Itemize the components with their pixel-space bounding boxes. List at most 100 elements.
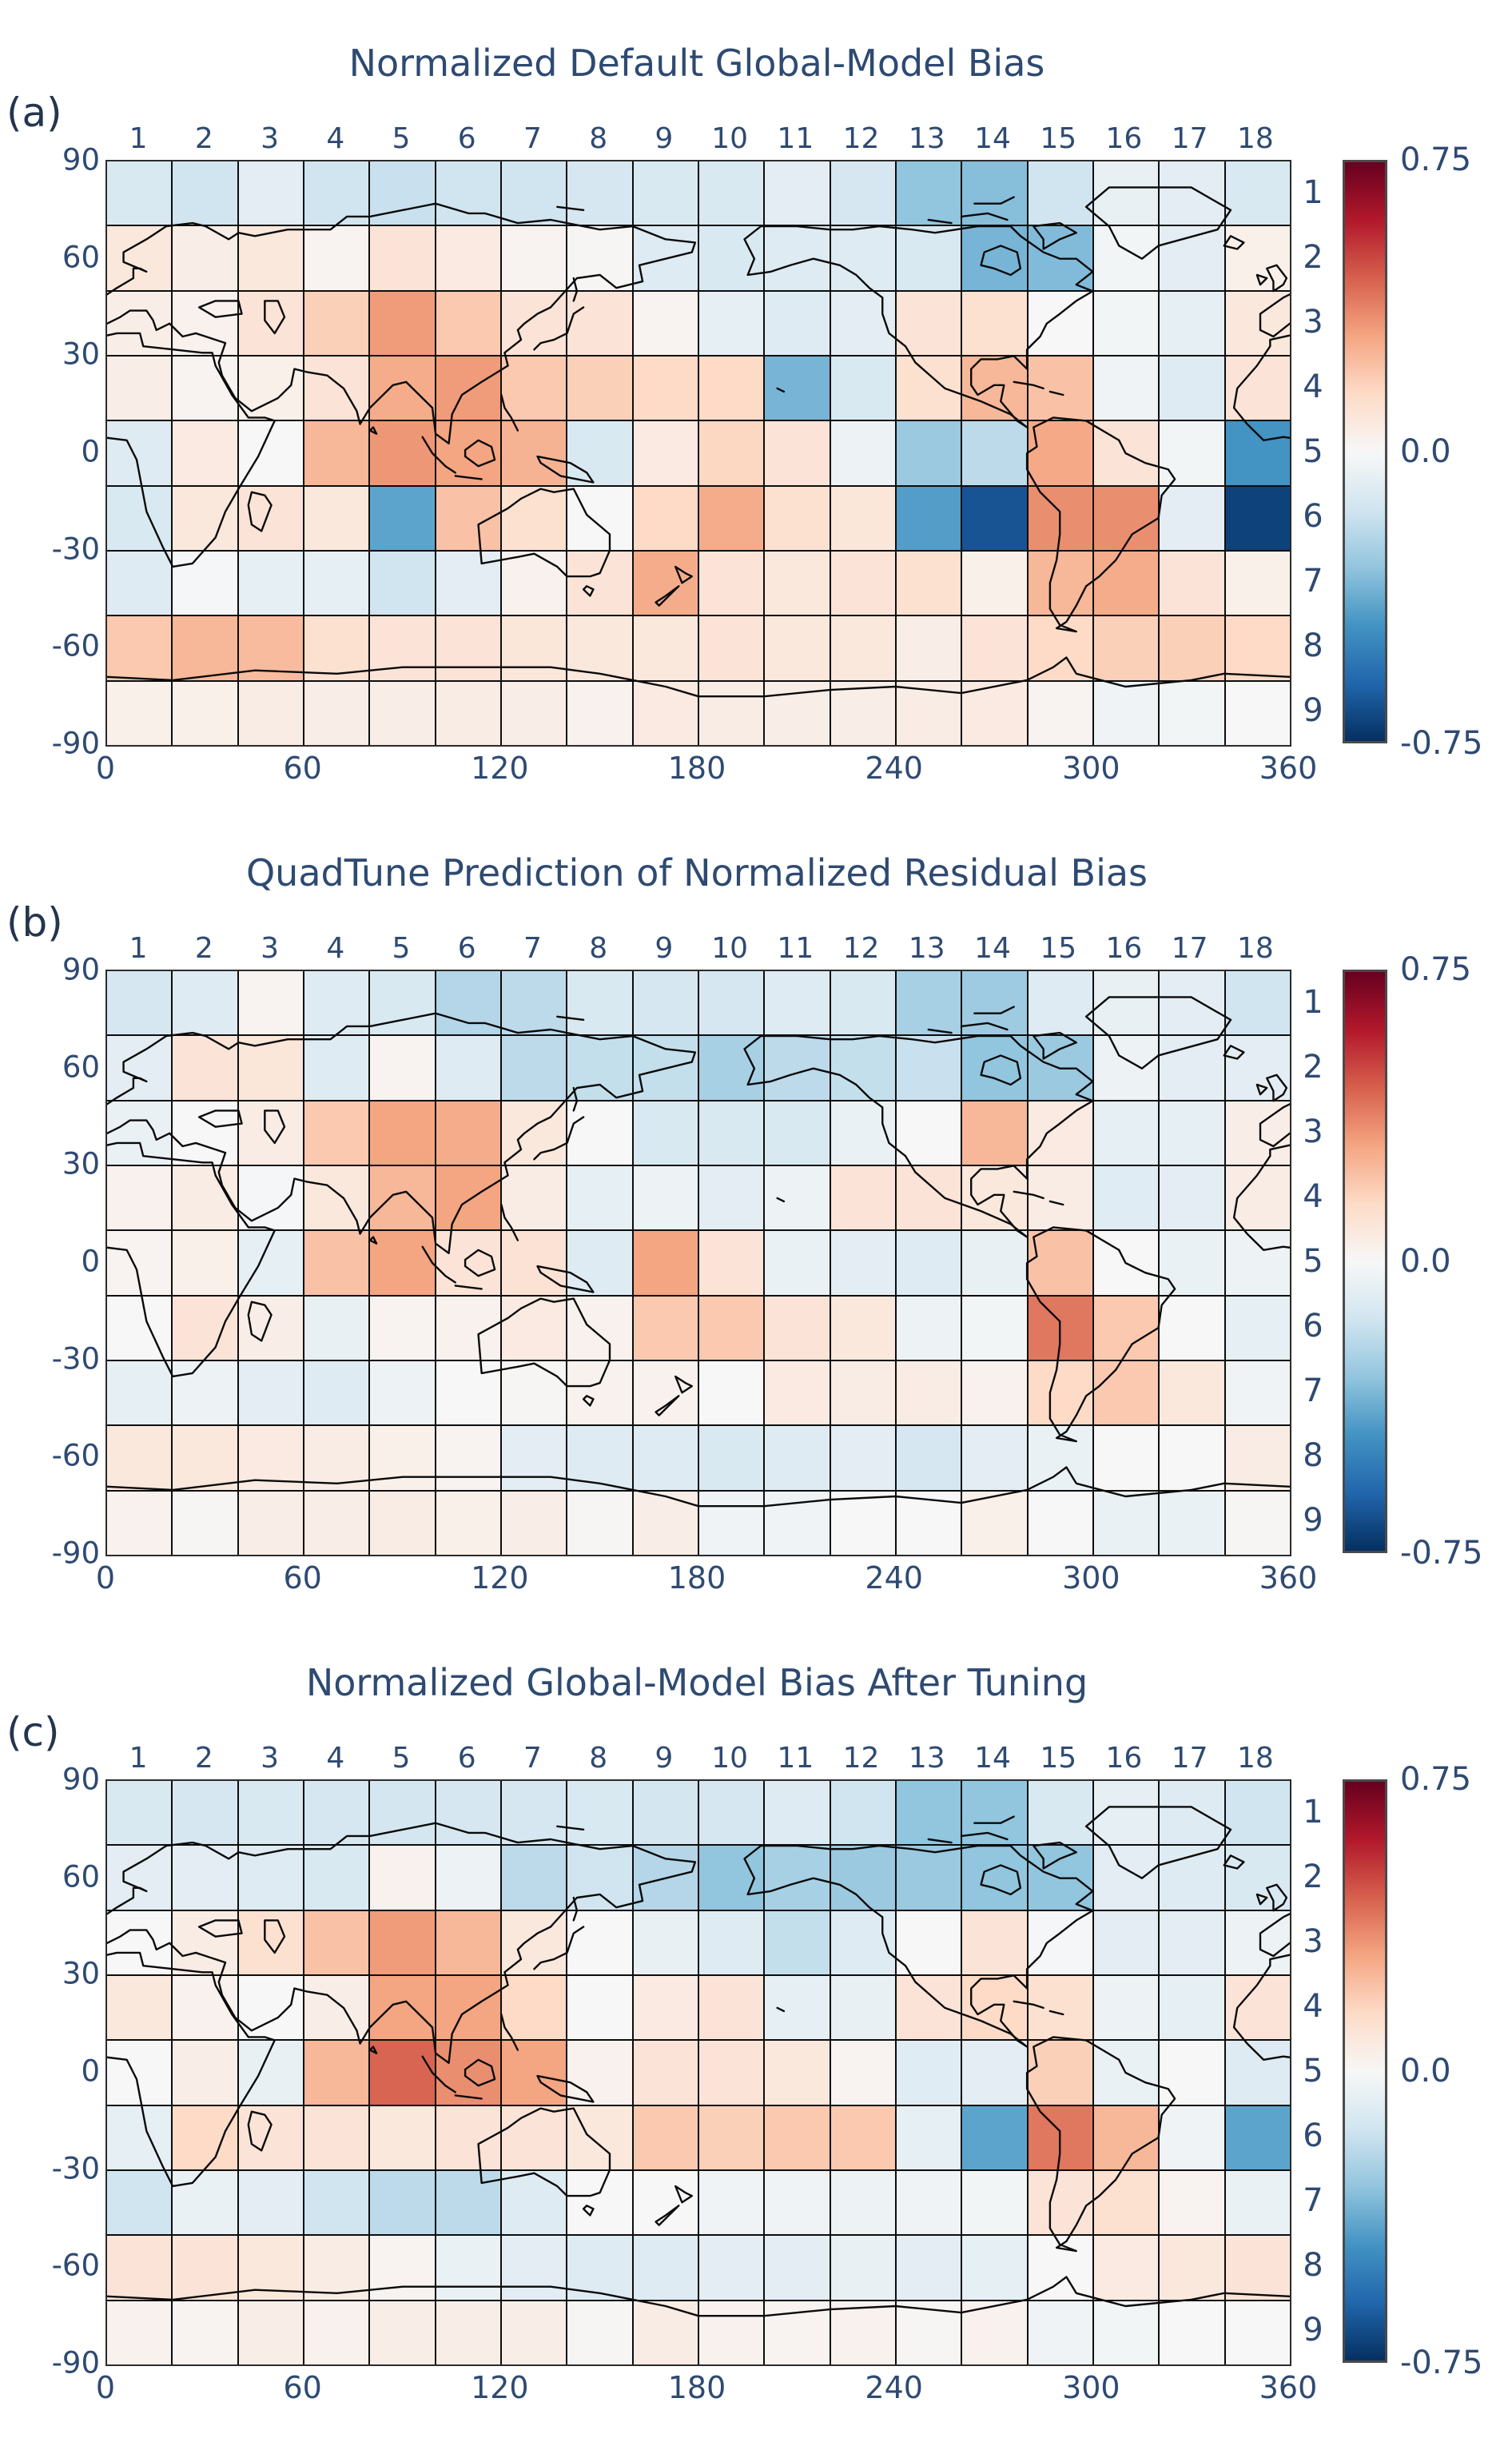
grid-cell-r2-c10 [699,1036,764,1100]
grid-cell-r9-c1 [107,2301,172,2364]
grid-cell-r3-c5 [370,291,435,355]
grid-cell-r7-c15 [1028,552,1092,615]
grid-cell-r8-c2 [173,616,237,680]
grid-cell-r1-c1 [107,161,172,225]
grid-cell-r1-c7 [502,161,567,225]
grid-cell-r9-c14 [962,1491,1027,1555]
row-index-label: 3 [1303,1113,1323,1150]
grid-cell-r1-c2 [173,161,237,225]
grid-cell-r7-c14 [962,1361,1027,1425]
grid-cell-r1-c7 [502,1781,567,1845]
grid-cell-r6-c9 [633,486,698,550]
grid-cell-r1-c2 [173,1781,237,1845]
grid-cell-r6-c12 [830,2105,895,2169]
grid-cell-r1-c5 [370,1781,435,1845]
grid-cell-r2-c12 [830,1036,895,1100]
top-axis-tick: 9 [655,122,674,155]
row-index-label: 8 [1303,1437,1323,1475]
grid-cell-r9-c7 [502,1491,567,1555]
top-axis-tick: 9 [655,1742,674,1775]
panel-b-row-labels: 1 2 3 4 5 6 7 8 9 [1295,970,1331,1553]
panel-b-label: (b) [6,899,63,946]
row-index-label: 9 [1303,1502,1323,1540]
grid-cell-r2-c18 [1225,1846,1290,1910]
grid-cell-r2-c13 [897,226,961,290]
grid-cell-r6-c7 [502,486,567,550]
left-axis-tick: 60 [62,240,100,275]
grid-cell-r3-c11 [765,1101,830,1165]
grid-cell-r5-c2 [173,2041,237,2105]
grid-cell-r5-c15 [1028,2041,1092,2105]
grid-cell-r5-c5 [370,421,435,485]
bottom-axis-tick: 120 [471,2370,529,2405]
grid-cell-r9-c16 [1094,2301,1159,2364]
grid-cell-r5-c15 [1028,421,1092,485]
grid-cell-r4-c12 [830,1976,895,2040]
grid-cell-r6-c7 [502,1296,567,1360]
grid-cell-r8-c3 [238,2236,303,2300]
top-axis-tick: 13 [908,1742,945,1775]
grid-cell-r7-c3 [238,1361,303,1425]
grid-cell-r9-c13 [897,681,961,745]
grid-cell-r8-c8 [567,616,632,680]
panel-b-top-axis: 1 2 3 4 5 6 7 8 9 10 11 12 13 14 15 16 17 18 [105,926,1288,963]
grid-cell-r6-c6 [436,1296,500,1360]
grid-cell-r6-c16 [1094,486,1159,550]
grid-cell-r5-c8 [567,2041,632,2105]
grid-cell-r1-c8 [567,971,632,1035]
bottom-axis-tick: 60 [283,2370,322,2405]
top-axis-tick: 1 [129,932,148,965]
grid-cell-r3-c18 [1225,1101,1290,1165]
panel-b-colorbar [1343,970,1387,1553]
grid-cell-r3-c2 [173,1101,237,1165]
grid-cell-r9-c3 [238,2301,303,2364]
grid-cell-r5-c7 [502,1231,567,1295]
top-axis-tick: 10 [711,122,748,155]
grid-cell-r7-c7 [502,1361,567,1425]
grid-cell-r2-c14 [962,226,1027,290]
grid-cell-r5-c14 [962,1231,1027,1295]
grid-cell-r2-c12 [830,226,895,290]
grid-cell-r3-c7 [502,1101,567,1165]
left-axis-tick: 0 [81,434,100,469]
grid-cell-r5-c3 [238,2041,303,2105]
grid-cell-r7-c17 [1160,2171,1224,2235]
grid-cell-r1-c9 [633,1781,698,1845]
grid-cell-r8-c18 [1225,1426,1290,1490]
grid-cell-r4-c3 [238,1166,303,1230]
grid-cell-r2-c15 [1028,226,1092,290]
panel-a-top-axis: 1 2 3 4 5 6 7 8 9 10 11 12 13 14 15 16 17 18 [105,117,1288,153]
grid-cell-r9-c13 [897,2301,961,2364]
colorbar-tick: -0.75 [1400,2344,1483,2381]
top-axis-tick: 17 [1171,1742,1208,1775]
grid-cell-r8-c10 [699,2236,764,2300]
left-axis-tick: 0 [81,1244,100,1279]
grid-cell-r4-c11 [765,1976,830,2040]
grid-cell-r8-c13 [897,2236,961,2300]
grid-cell-r8-c2 [173,2236,237,2300]
grid-cell-r4-c15 [1028,1976,1092,2040]
grid-cell-r6-c18 [1225,1296,1290,1360]
left-axis-tick: -30 [51,532,100,567]
row-index-label: 5 [1303,2052,1323,2089]
top-axis-tick: 6 [457,122,476,155]
grid-cell-r6-c9 [633,2105,698,2169]
colorbar-tick: -0.75 [1400,725,1483,762]
top-axis-tick: 6 [457,932,476,965]
grid-cell-r3-c15 [1028,1910,1092,1974]
grid-cell-r8-c8 [567,1426,632,1490]
grid-cell-r4-c17 [1160,357,1224,420]
grid-cell-r3-c11 [765,291,830,355]
grid-cell-r1-c17 [1160,161,1224,225]
colorbar-tick: 0.0 [1400,433,1451,470]
top-axis-tick: 5 [392,932,411,965]
grid-cell-r8-c7 [502,1426,567,1490]
grid-cell-r3-c18 [1225,291,1290,355]
grid-cell-r5-c9 [633,2041,698,2105]
grid-cell-r9-c4 [304,681,369,745]
grid-cell-r8-c10 [699,616,764,680]
grid-cell-r7-c12 [830,552,895,615]
row-index-label: 4 [1303,1177,1323,1215]
grid-cell-r9-c18 [1225,1491,1290,1555]
grid-cell-r5-c7 [502,421,567,485]
